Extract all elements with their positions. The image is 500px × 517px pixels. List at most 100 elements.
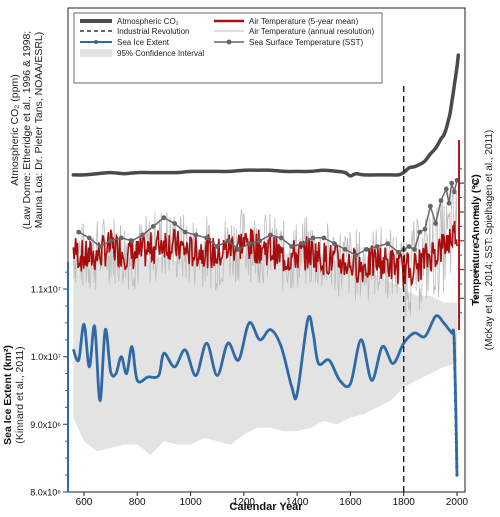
sst-point [268, 232, 273, 238]
sst-point [449, 180, 455, 186]
air-temperature-mean-layer [72, 220, 458, 287]
sst-point [321, 235, 327, 241]
temperature-tick-label: 0 [473, 236, 478, 247]
sst-point [118, 235, 124, 241]
sea-ice-point [453, 382, 457, 386]
confidence-interval-band [73, 248, 458, 455]
sea-ice-axis-label-line-1: Sea Ice Extent (km²) [2, 345, 14, 445]
temperature-tick-label: -1 [470, 265, 478, 276]
temperature-axis-label-line-2: (McKay et al., 2014; SST: Spielhagen et … [484, 130, 495, 351]
sea-ice-point [453, 391, 457, 395]
sea-ice-axis-label: Sea Ice Extent (km²) (Kinnard et al., 20… [2, 345, 26, 445]
co2-axis-label: Atmospheric CO₂ (ppm) (Law Dome: Etherid… [9, 31, 45, 229]
sst-point [417, 229, 423, 235]
sst-point [412, 247, 417, 252]
sst-layer [76, 177, 460, 258]
sst-point [310, 235, 316, 241]
sea-ice-point [453, 358, 457, 362]
temperature-axis-label-line-1: Temperature Anomaly (°C) [470, 174, 482, 305]
sea-ice-point [454, 415, 458, 419]
sea-ice-point [455, 473, 459, 477]
sst-point [374, 244, 380, 249]
x-tick-label: 1400 [286, 497, 309, 508]
legend-label-co2: Atmospheric CO₂ [117, 17, 179, 26]
legend-box [73, 12, 383, 84]
sst-point [289, 244, 295, 249]
sst-point [300, 241, 305, 247]
sea-ice-confidence-band [73, 248, 458, 455]
x-axis-label: Calendar Year [229, 501, 303, 513]
sst-point [97, 244, 103, 249]
sst-point [438, 198, 444, 203]
x-tick-label: 1200 [233, 497, 256, 508]
co2-layer [71, 53, 461, 178]
sst-point [86, 235, 92, 241]
sea-ice-point [454, 440, 458, 444]
sst-point [150, 224, 156, 229]
sst-point [161, 215, 167, 221]
sst-point [182, 229, 188, 235]
sea-ice-point [453, 374, 457, 378]
legend-label-confidence-interval: 95% Confidence Interval [117, 49, 204, 58]
sea-ice-tick-label: 8.0x10⁶ [30, 488, 61, 498]
legend-label-sst: Sea Surface Temperature (SST) [249, 38, 363, 47]
sst-point [428, 203, 433, 209]
sea-ice-tick-label: 1.1x10⁷ [31, 285, 61, 295]
sst-point [76, 229, 82, 235]
sea-ice-point [452, 349, 457, 353]
co2-axis-label-line-1: Atmospheric CO₂ (ppm) [9, 74, 21, 185]
co2-axis-label-line-2: (Law Dome: Etheridge et al., 1996 & 1998… [21, 31, 33, 229]
sea-ice-point [453, 366, 457, 370]
sst-point [204, 235, 210, 241]
temperature-tick-label: 2 [473, 179, 478, 190]
temperature-axis: -2 -1 0 1 2 [459, 168, 478, 314]
legend-label-sea-ice: Sea Ice Extent [117, 38, 170, 47]
sea-ice-axis: 8.0x10⁶ 9.0x10⁶ 1.0x10⁷ 1.1x10⁷ [30, 271, 68, 498]
legend-swatch-sea-ice-marker [94, 40, 98, 44]
sst-point [451, 189, 457, 195]
sst-point [193, 232, 199, 238]
temperature-axis-label: Temperature Anomaly (°C) (McKay et al., … [470, 130, 495, 351]
legend-label-industrial-revolution: Industrial Revolution [117, 27, 189, 36]
co2-axis-label-line-3: Mauna Loa: Dr. Pieter Tans, NOAA/ESRL) [33, 32, 45, 228]
sst-point [108, 238, 113, 244]
sea-ice-line [71, 314, 459, 476]
sea-ice-point [453, 399, 458, 403]
sst-point [225, 238, 231, 244]
legend: Atmospheric CO₂ Air Temperature (5-year … [73, 12, 383, 84]
sea-ice-tick-label: 9.0x10⁶ [30, 420, 61, 430]
sea-ice-layer [71, 314, 459, 477]
sea-ice-axis-label-line-2: (Kinnard et al., 2011) [14, 346, 26, 443]
sst-point [433, 221, 439, 226]
sst-point [353, 252, 359, 258]
sst-point [129, 238, 135, 244]
x-tick-label: 2000 [446, 497, 469, 508]
sst-point [278, 235, 284, 241]
sea-ice-point [455, 457, 459, 461]
sea-ice-point [454, 448, 459, 452]
temperature-tick-label: 1 [473, 207, 478, 218]
sst-point [443, 186, 449, 192]
sst-point [446, 200, 452, 206]
sst-point [246, 241, 252, 247]
sst-point [236, 247, 241, 252]
sst-point [172, 221, 178, 226]
x-tick-label: 600 [76, 497, 93, 508]
legend-label-air-temp-annual: Air Temperature (annual resolution) [249, 27, 375, 36]
sst-point [214, 244, 220, 249]
sea-ice-point [454, 424, 458, 428]
sea-ice-tick-label: 1.0x10⁷ [31, 352, 61, 362]
x-tick-label: 1600 [339, 497, 362, 508]
sst-point [396, 249, 401, 255]
co2-line [71, 53, 461, 178]
sst-point [332, 241, 337, 247]
sst-point [364, 247, 369, 252]
legend-swatch-sst-marker [226, 39, 232, 45]
sst-point [406, 244, 412, 249]
sst-point [422, 226, 428, 232]
temperature-tick-label: -2 [470, 294, 478, 305]
x-axis: 600 800 1000 1200 1400 1600 1800 2000 [76, 492, 469, 508]
sea-ice-point [455, 465, 459, 469]
x-tick-label: 1800 [393, 497, 416, 508]
